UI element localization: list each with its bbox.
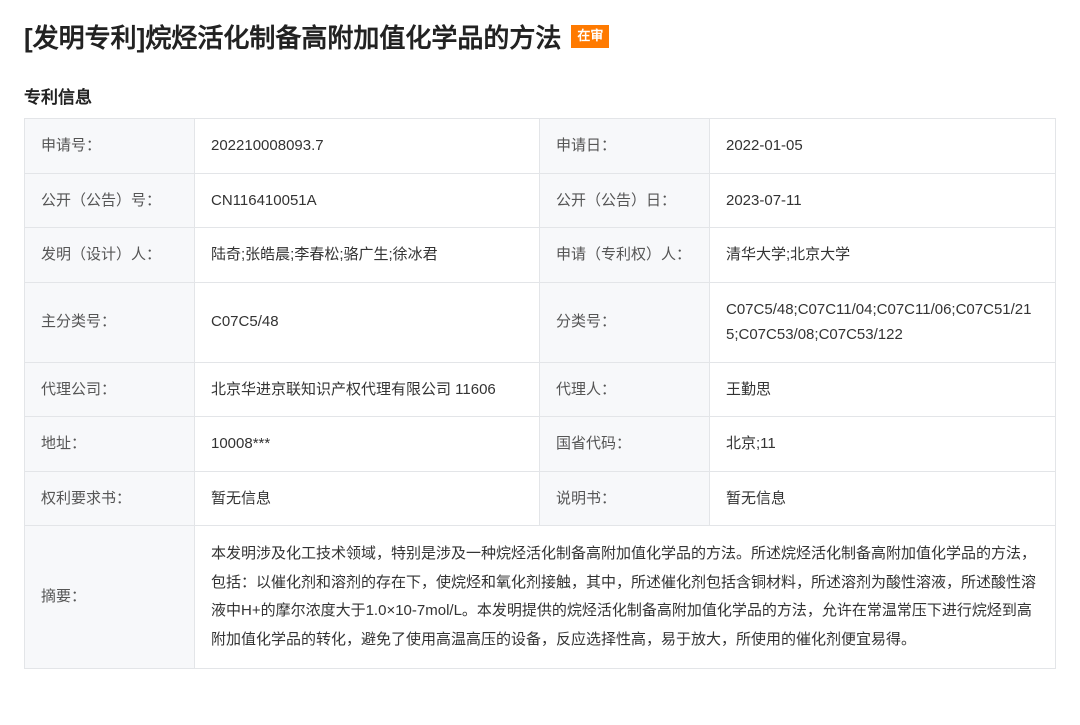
value-abstract: 本发明涉及化工技术领域，特别是涉及一种烷烃活化制备高附加值化学品的方法。所述烷烃…	[195, 526, 1056, 669]
label-class-no: 分类号：	[540, 282, 710, 362]
table-row: 地址： 10008*** 国省代码： 北京;11	[25, 417, 1056, 472]
value-publication-no: CN116410051A	[195, 173, 540, 228]
label-publication-date: 公开（公告）日：	[540, 173, 710, 228]
value-inventors: 陆奇;张皓晨;李春松;骆广生;徐冰君	[195, 228, 540, 283]
label-inventors: 发明（设计）人：	[25, 228, 195, 283]
label-country-code: 国省代码：	[540, 417, 710, 472]
value-application-no: 202210008093.7	[195, 119, 540, 174]
table-row: 发明（设计）人： 陆奇;张皓晨;李春松;骆广生;徐冰君 申请（专利权）人： 清华…	[25, 228, 1056, 283]
table-row: 申请号： 202210008093.7 申请日： 2022-01-05	[25, 119, 1056, 174]
value-application-date: 2022-01-05	[710, 119, 1056, 174]
title-text: 烷烃活化制备高附加值化学品的方法	[145, 23, 561, 53]
page-title: [发明专利]烷烃活化制备高附加值化学品的方法	[24, 18, 561, 55]
status-badge: 在审	[571, 25, 609, 47]
table-row: 主分类号： C07C5/48 分类号： C07C5/48;C07C11/04;C…	[25, 282, 1056, 362]
value-publication-date: 2023-07-11	[710, 173, 1056, 228]
label-agency: 代理公司：	[25, 362, 195, 417]
value-country-code: 北京;11	[710, 417, 1056, 472]
label-claims: 权利要求书：	[25, 471, 195, 526]
value-main-class: C07C5/48	[195, 282, 540, 362]
label-abstract: 摘要：	[25, 526, 195, 669]
label-main-class: 主分类号：	[25, 282, 195, 362]
value-agent: 王勤思	[710, 362, 1056, 417]
title-prefix: [发明专利]	[24, 23, 145, 53]
section-heading: 专利信息	[24, 83, 1056, 108]
label-description: 说明书：	[540, 471, 710, 526]
patent-info-table: 申请号： 202210008093.7 申请日： 2022-01-05 公开（公…	[24, 118, 1056, 669]
table-row: 公开（公告）号： CN116410051A 公开（公告）日： 2023-07-1…	[25, 173, 1056, 228]
value-description: 暂无信息	[710, 471, 1056, 526]
value-claims: 暂无信息	[195, 471, 540, 526]
table-row: 摘要： 本发明涉及化工技术领域，特别是涉及一种烷烃活化制备高附加值化学品的方法。…	[25, 526, 1056, 669]
label-agent: 代理人：	[540, 362, 710, 417]
label-application-no: 申请号：	[25, 119, 195, 174]
value-agency: 北京华进京联知识产权代理有限公司 11606	[195, 362, 540, 417]
page-header: [发明专利]烷烃活化制备高附加值化学品的方法 在审	[24, 18, 1056, 55]
label-publication-no: 公开（公告）号：	[25, 173, 195, 228]
value-applicants: 清华大学;北京大学	[710, 228, 1056, 283]
label-applicants: 申请（专利权）人：	[540, 228, 710, 283]
table-row: 权利要求书： 暂无信息 说明书： 暂无信息	[25, 471, 1056, 526]
value-class-no: C07C5/48;C07C11/04;C07C11/06;C07C51/215;…	[710, 282, 1056, 362]
label-application-date: 申请日：	[540, 119, 710, 174]
table-row: 代理公司： 北京华进京联知识产权代理有限公司 11606 代理人： 王勤思	[25, 362, 1056, 417]
label-address: 地址：	[25, 417, 195, 472]
value-address: 10008***	[195, 417, 540, 472]
